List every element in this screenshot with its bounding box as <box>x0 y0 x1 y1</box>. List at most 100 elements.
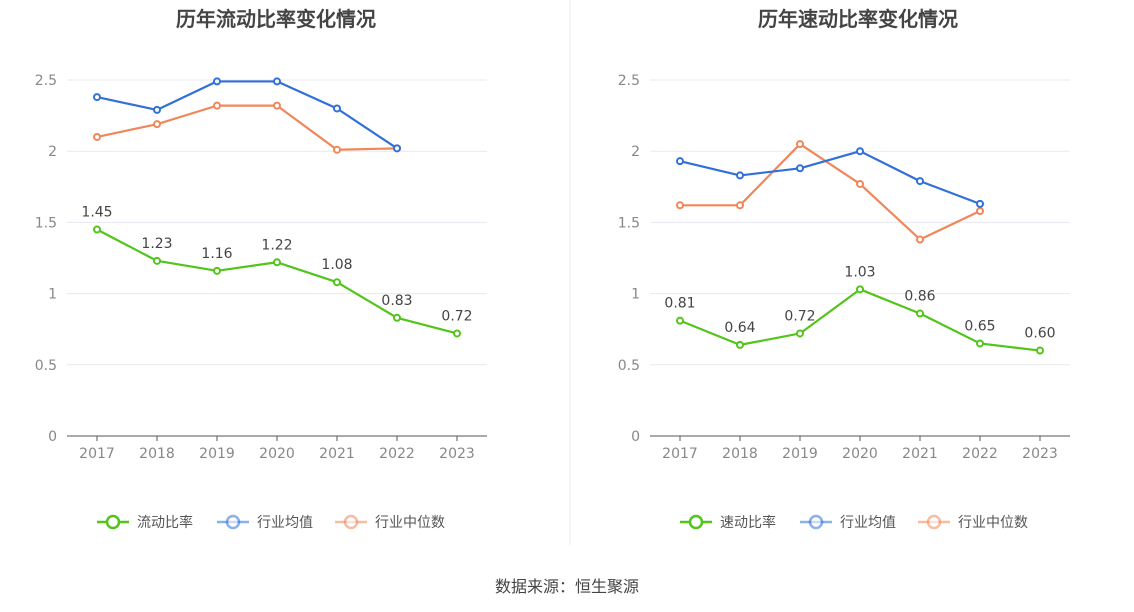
x-tick-label: 2022 <box>379 446 415 462</box>
data-point <box>976 207 984 216</box>
series-line <box>679 150 981 205</box>
y-tick-label: 2 <box>48 144 57 160</box>
data-point <box>676 316 684 325</box>
y-tick-label: 0.5 <box>35 358 57 374</box>
data-point <box>736 340 744 349</box>
data-point <box>796 140 804 149</box>
legend-marker-icon <box>105 514 121 530</box>
legend-marker-icon <box>688 514 704 530</box>
data-point <box>916 177 924 186</box>
current-ratio-chart: 历年流动比率变化情况 0 0.5 1 1.5 2 2.5 2017 2018 2019 2020 2… <box>35 7 487 531</box>
x-tick-label: 2019 <box>199 446 235 462</box>
series-line <box>96 80 398 150</box>
data-point <box>273 101 281 110</box>
legend-label: 流动比率 <box>137 514 193 531</box>
data-point <box>153 256 161 265</box>
data-label: 1.16 <box>201 246 232 262</box>
legend-item[interactable]: 行业均值 <box>217 514 313 531</box>
legend-item[interactable]: 行业中位数 <box>335 514 445 531</box>
legend-marker-icon <box>343 514 359 530</box>
y-tick-label: 2.5 <box>618 73 640 89</box>
chart-title: 历年速动比率变化情况 <box>758 7 958 31</box>
legend-label: 行业中位数 <box>375 515 445 531</box>
x-tick-label: 2017 <box>79 446 115 462</box>
y-tick-label: 0.5 <box>618 358 640 374</box>
legend-marker-icon <box>808 514 824 530</box>
data-point <box>916 309 924 318</box>
quick-ratio-chart: 历年速动比率变化情况 0 0.5 1 1.5 2 2.5 2017 2018 2019 2020 2… <box>618 7 1070 531</box>
y-tick-label: 1 <box>631 287 640 303</box>
legend-marker-icon <box>926 514 942 530</box>
data-label: 0.86 <box>904 289 935 305</box>
data-point <box>796 329 804 338</box>
y-tick-label: 0 <box>48 429 57 445</box>
data-point <box>676 157 684 166</box>
data-label: 0.83 <box>381 293 412 309</box>
legend-label: 行业均值 <box>257 515 313 531</box>
data-point <box>676 201 684 210</box>
data-point <box>453 329 461 338</box>
x-tick-label: 2021 <box>319 446 355 462</box>
data-point <box>736 201 744 210</box>
legend-label: 行业中位数 <box>958 515 1028 531</box>
x-tick-label: 2022 <box>962 446 998 462</box>
data-point <box>93 132 101 141</box>
data-label: 0.72 <box>784 308 815 324</box>
data-point <box>976 199 984 208</box>
data-point <box>93 93 101 102</box>
data-label: 0.65 <box>964 318 995 334</box>
data-label: 1.22 <box>261 237 292 253</box>
y-tick-label: 1.5 <box>618 215 640 231</box>
data-point <box>976 339 984 348</box>
series-line <box>680 142 981 241</box>
legend-marker-icon <box>225 514 241 530</box>
x-tick-label: 2018 <box>722 446 758 462</box>
data-point <box>393 313 401 322</box>
x-tick-label: 2017 <box>662 446 698 462</box>
data-point <box>273 77 281 86</box>
data-point <box>213 101 221 110</box>
y-tick-label: 2.5 <box>35 73 57 89</box>
data-point <box>1036 346 1044 355</box>
x-tick-label: 2021 <box>902 446 938 462</box>
x-tick-label: 2023 <box>1022 446 1058 462</box>
x-tick-label: 2020 <box>259 446 295 462</box>
y-tick-label: 2 <box>631 144 640 160</box>
data-label: 1.03 <box>844 264 875 280</box>
data-point <box>333 278 341 287</box>
legend-item[interactable]: 速动比率 <box>680 514 776 531</box>
legend-item[interactable]: 流动比率 <box>97 514 193 531</box>
x-tick-label: 2023 <box>439 446 475 462</box>
data-label: 0.72 <box>441 308 472 324</box>
data-point <box>213 77 221 86</box>
data-point <box>796 164 804 173</box>
data-point <box>736 171 744 180</box>
legend-item[interactable]: 行业均值 <box>800 514 896 531</box>
legend-item[interactable]: 行业中位数 <box>918 514 1028 531</box>
data-point <box>213 266 221 275</box>
data-point <box>856 147 864 156</box>
data-point <box>153 105 161 114</box>
data-point <box>856 285 864 294</box>
data-point <box>916 235 924 244</box>
data-point <box>333 145 341 154</box>
data-point <box>333 104 341 113</box>
y-tick-label: 1 <box>48 287 57 303</box>
y-tick-label: 1.5 <box>35 215 57 231</box>
legend-label: 行业均值 <box>840 515 896 531</box>
chart-title: 历年流动比率变化情况 <box>176 7 376 31</box>
data-label: 1.23 <box>141 236 172 252</box>
data-label: 0.81 <box>664 296 695 312</box>
data-label: 0.64 <box>724 320 755 336</box>
series-line <box>96 104 398 151</box>
y-tick-label: 0 <box>631 429 640 445</box>
legend-label: 速动比率 <box>720 514 776 531</box>
x-tick-label: 2019 <box>782 446 818 462</box>
x-tick-label: 2018 <box>139 446 175 462</box>
data-point <box>393 144 401 153</box>
data-point <box>93 225 101 234</box>
x-tick-label: 2020 <box>842 446 878 462</box>
data-point <box>856 179 864 188</box>
data-label: 0.60 <box>1024 326 1055 342</box>
